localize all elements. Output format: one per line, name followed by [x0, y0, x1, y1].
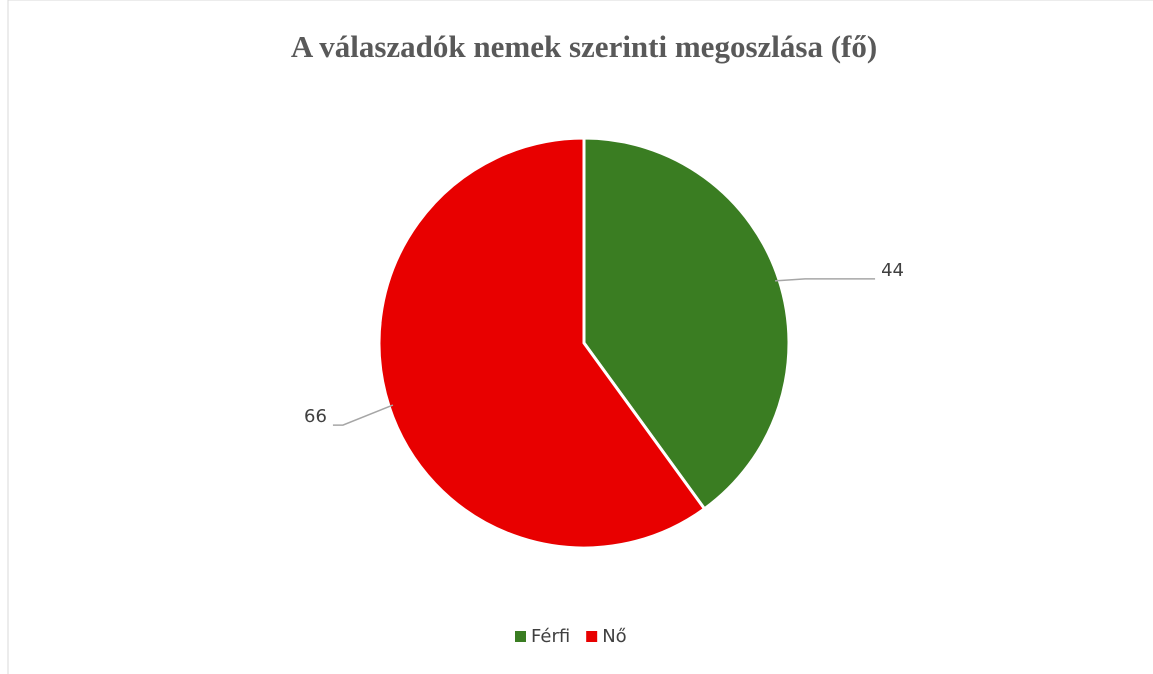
legend-swatch [586, 631, 598, 642]
leader-line [332, 404, 394, 426]
legend-swatch [515, 631, 526, 642]
data-label: 44 [881, 260, 904, 281]
data-label: 66 [304, 406, 327, 427]
pie-slice [582, 136, 791, 511]
chart-title: A válaszadók nemek szerinti megoszlása (… [291, 29, 877, 64]
legend-label: Nő [602, 626, 626, 647]
leader-line [775, 278, 876, 282]
legend-label: Férfi [531, 626, 570, 647]
